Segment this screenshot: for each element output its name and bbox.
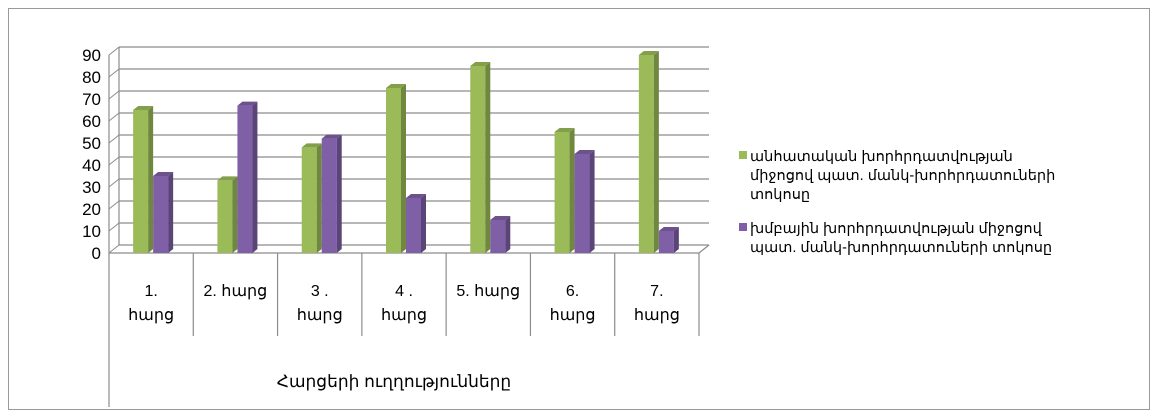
bar-side [336,134,342,253]
bar-top [638,51,659,55]
gridline-side [108,178,120,188]
x-tick-label: 3 . հարց [297,283,343,324]
legend-label: անհատական խորհրդատվության միջոցով պատ. մա… [750,149,1055,203]
bar-side [485,62,491,253]
x-tick-label: 2. հարց [204,283,268,300]
bar-top [217,176,238,181]
y-tick-label: 30 [82,178,101,197]
gridline-side [108,68,120,78]
bar [321,138,337,253]
bar-side [401,84,406,253]
y-tick-label: 60 [82,112,101,131]
bar-top [301,143,322,148]
gridline-side [108,200,120,210]
bar [574,154,590,253]
legend-label: խմբային խորհրդատվության միջոցով պատ. մանկ… [750,221,1052,256]
bar-top [386,84,406,88]
x-tick-label: 6. հարց [550,283,596,324]
bar-side [232,176,238,253]
bar [133,110,149,253]
bar-chart: 0 10 20 30 40 50 60 70 80 90 1. հարց 2. հարց 3 . հարց 4… [82,46,1055,407]
y-tick-label: 80 [82,68,101,87]
bar-side [673,227,679,253]
y-tick-label: 0 [92,244,101,263]
bar-top [574,150,595,154]
x-tick-label: 5. հարց [456,283,520,300]
y-tick-label: 70 [82,90,101,109]
y-tick-label: 40 [82,156,101,175]
gridline-side [108,134,120,144]
gridline-side [108,46,120,56]
bar-side [252,101,258,253]
y-tick-label: 50 [82,134,101,153]
bar [301,147,317,253]
x-tick-label: 1. հարց [128,283,174,324]
y-tick-label: 10 [82,222,101,241]
gridline-side [108,112,120,122]
bar [658,231,674,253]
bar-side [168,172,174,253]
bar [490,220,506,253]
bar [554,132,570,253]
bar-top [490,216,511,220]
bar-top [554,128,575,132]
bar-top [470,62,491,66]
bar-side [505,216,511,253]
y-tick-label: 20 [82,200,101,219]
bar-top [133,106,154,110]
bar-side [148,106,154,253]
chart-area: 0 10 20 30 40 50 60 70 80 90 1. հարց 2. հարց 3 . հարց 4… [8,8,1150,410]
y-tick-label: 90 [82,46,101,65]
legend-swatch [739,151,747,159]
bar [638,55,654,253]
gridline-side [108,244,120,254]
bar-side [421,194,426,253]
bar-side [653,51,659,253]
bar-top [658,227,679,231]
bar-top [321,134,342,139]
bar-side [316,143,322,253]
x-tick-label: 4 . հարց [381,283,427,324]
bar [470,66,486,253]
bar-top [406,194,426,198]
bar [406,198,421,253]
gridline-side [108,156,120,166]
bar [217,180,233,253]
bar [386,88,401,253]
gridline-side [108,90,120,100]
floor-right-edge [698,244,710,254]
bar-top [237,101,258,106]
bar [153,176,169,253]
bar-side [589,150,595,253]
bar [237,105,253,253]
x-tick-label: 7. հարց [634,283,680,324]
gridline-side [108,222,120,232]
x-group-label: Հարցերի ուղղությունները [277,372,511,391]
bar-side [569,128,575,253]
bar-top [153,172,174,176]
legend-swatch [739,223,747,231]
